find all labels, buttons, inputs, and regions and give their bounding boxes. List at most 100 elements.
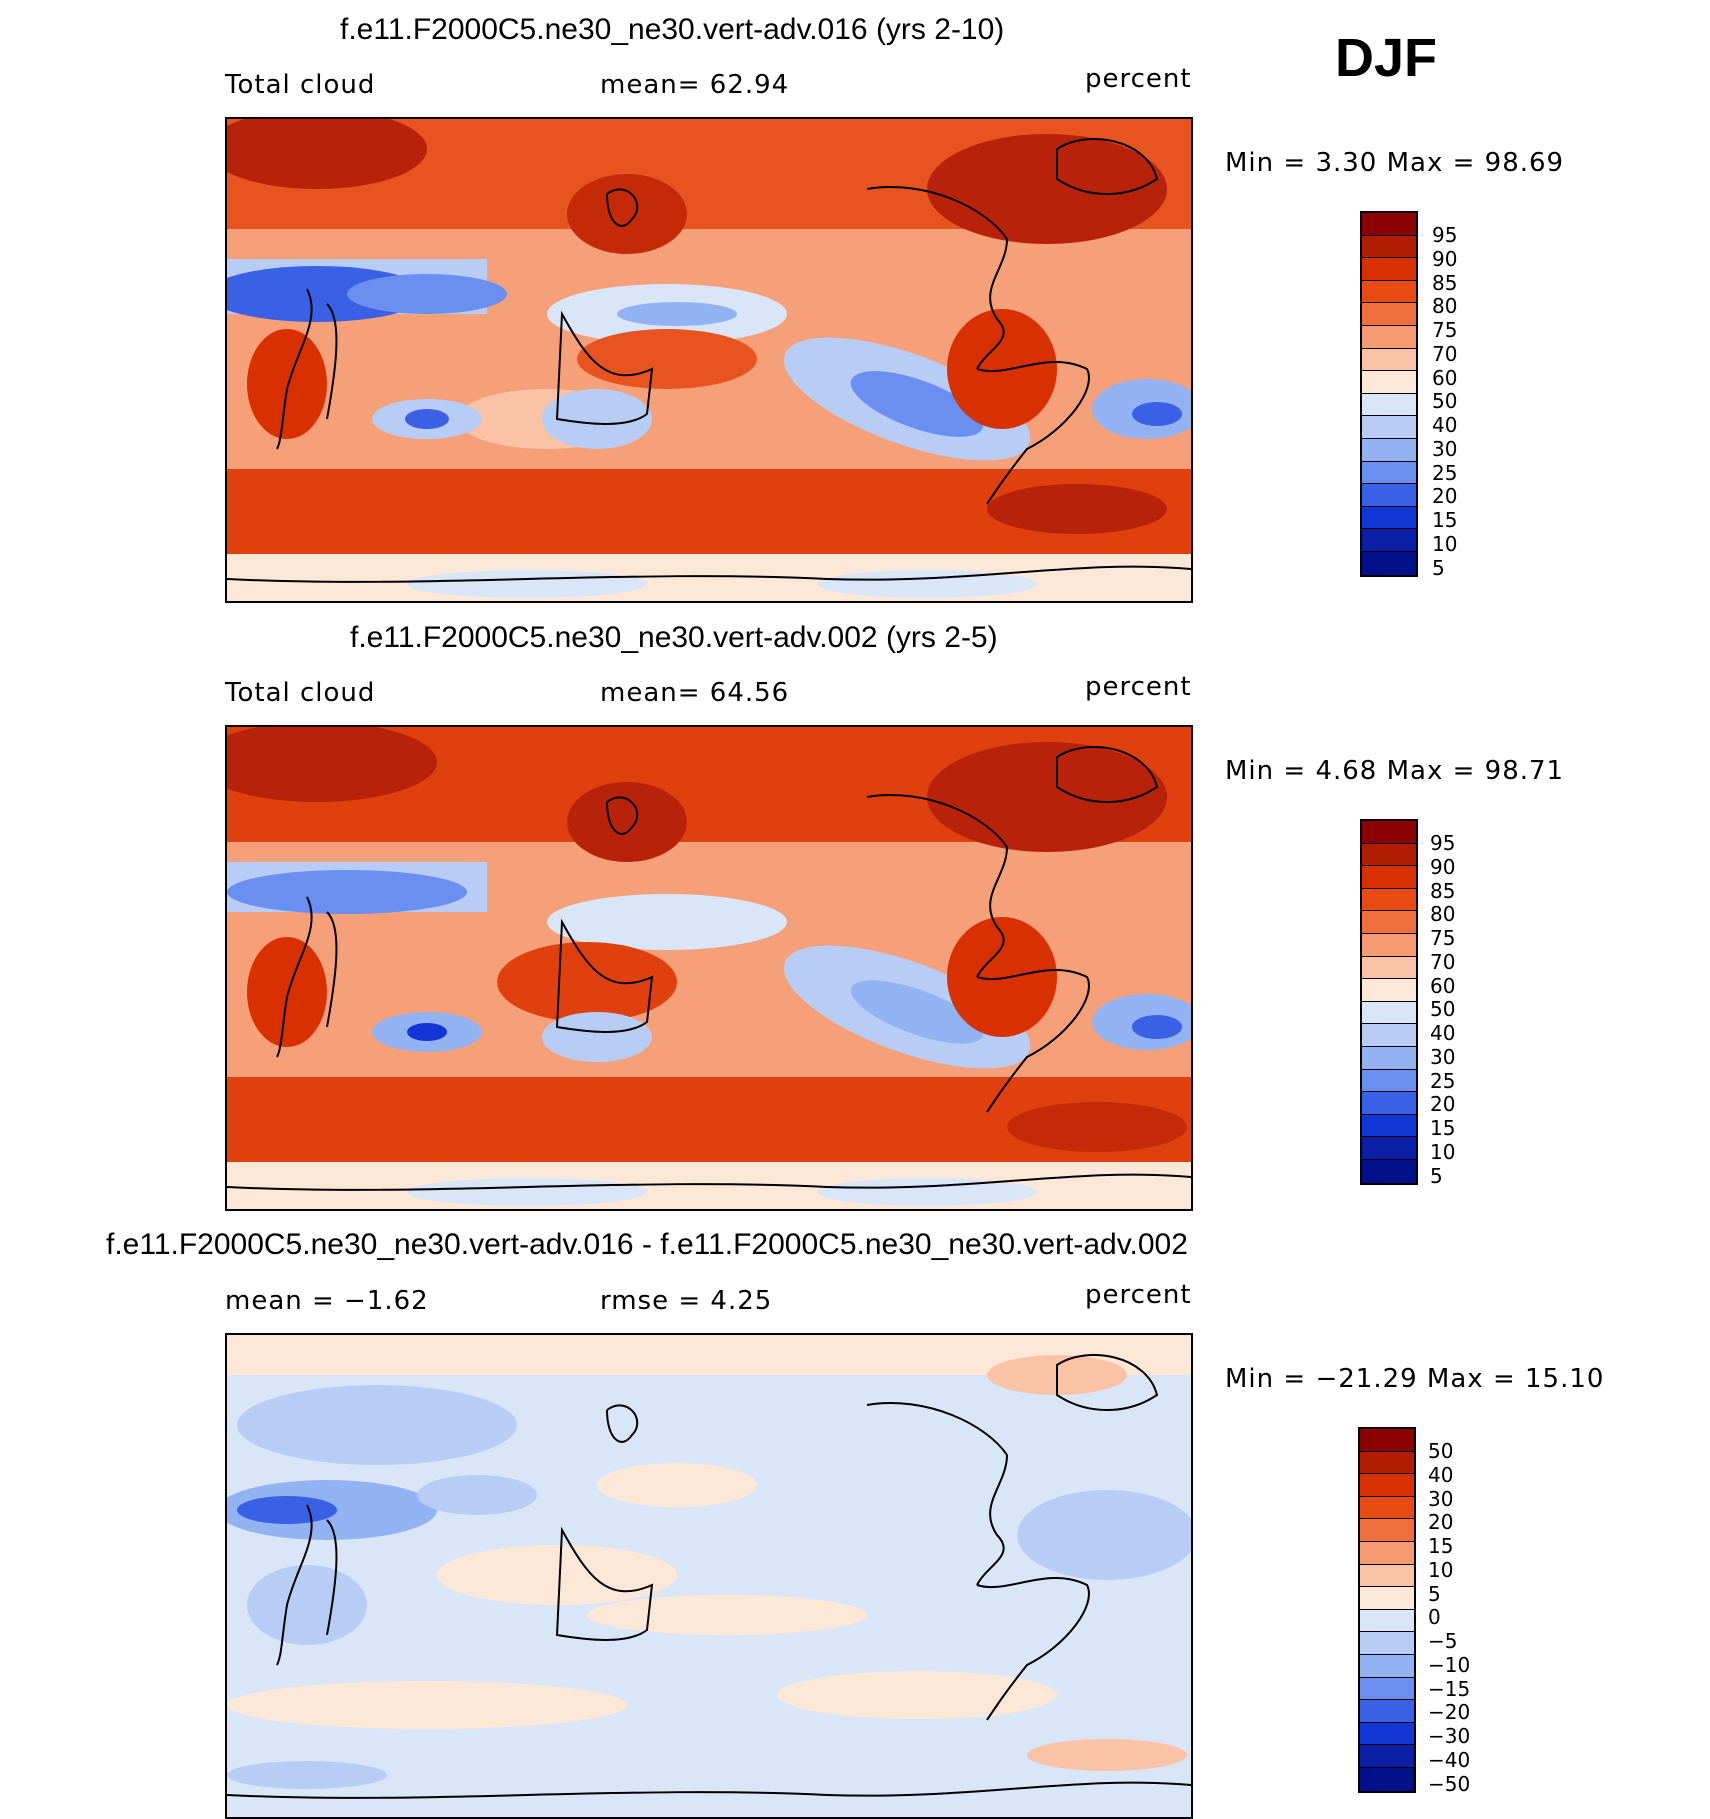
colorbar-tick-label: 25 — [1432, 461, 1458, 485]
colorbar-tick-label: 15 — [1432, 508, 1458, 532]
colorbar-segment — [1362, 1159, 1416, 1183]
colorbar-tick-label: 10 — [1428, 1558, 1454, 1582]
colorbar-tick-label: 20 — [1432, 484, 1458, 508]
panel-2-variable-label: Total cloud — [225, 678, 376, 708]
colorbar-tick-label: 10 — [1432, 532, 1458, 556]
colorbar-segment — [1360, 1767, 1414, 1791]
colorbar-segment — [1362, 1092, 1416, 1115]
colorbar-tick-label: 70 — [1432, 342, 1458, 366]
colorbar-tick-label: 75 — [1432, 318, 1458, 342]
colorbar-segment — [1360, 1677, 1414, 1701]
colorbar-tick-label: 40 — [1432, 413, 1458, 437]
colorbar-tick-label: −5 — [1428, 1629, 1458, 1653]
colorbar-tick-label: 15 — [1428, 1534, 1454, 1558]
colorbar-tick-label: 80 — [1430, 902, 1456, 926]
panel-2-title: f.e11.F2000C5.ne30_ne30.vert-adv.002 (yr… — [350, 621, 998, 654]
panel-3-colorbar — [1358, 1427, 1416, 1793]
panel-1-colorbar — [1360, 211, 1418, 577]
colorbar-segment — [1362, 551, 1416, 575]
colorbar-segment — [1362, 821, 1416, 844]
colorbar-tick-label: 5 — [1430, 1164, 1443, 1188]
panel-3-min-max: Min = −21.29 Max = 15.10 — [1225, 1364, 1605, 1394]
colorbar-tick-label: 20 — [1430, 1092, 1456, 1116]
colorbar-segment — [1362, 348, 1416, 372]
colorbar-segment — [1360, 1564, 1414, 1588]
colorbar-segment — [1362, 1137, 1416, 1160]
colorbar-tick-label: 0 — [1428, 1605, 1441, 1629]
panel-1-units-label: percent — [1085, 64, 1192, 94]
panel-3-title: f.e11.F2000C5.ne30_ne30.vert-adv.016 - f… — [106, 1228, 1188, 1261]
colorbar-segment — [1360, 1722, 1414, 1746]
colorbar-segment — [1362, 866, 1416, 889]
colorbar-segment — [1362, 235, 1416, 259]
colorbar-segment — [1362, 956, 1416, 980]
colorbar-tick-label: 50 — [1432, 389, 1458, 413]
colorbar-tick-label: −10 — [1428, 1653, 1471, 1677]
colorbar-segment — [1362, 1001, 1416, 1025]
colorbar-segment — [1362, 933, 1416, 957]
colorbar-segment — [1360, 1474, 1414, 1497]
colorbar-segment — [1362, 979, 1416, 1002]
colorbar-segment — [1360, 1496, 1414, 1520]
panel-2-mean-label: mean= 64.56 — [600, 678, 790, 708]
colorbar-segment — [1360, 1451, 1414, 1475]
colorbar-segment — [1360, 1700, 1414, 1723]
colorbar-tick-label: 50 — [1430, 997, 1456, 1021]
panel-3-units-label: percent — [1085, 1280, 1192, 1310]
panel-1-mean-label: mean= 62.94 — [600, 70, 790, 100]
colorbar-segment — [1362, 325, 1416, 349]
colorbar-segment — [1362, 1046, 1416, 1070]
colorbar-segment — [1362, 461, 1416, 485]
colorbar-tick-label: 75 — [1430, 926, 1456, 950]
colorbar-tick-label: 60 — [1432, 366, 1458, 390]
colorbar-tick-label: 30 — [1430, 1045, 1456, 1069]
colorbar-tick-label: 90 — [1432, 247, 1458, 271]
colorbar-segment — [1362, 1024, 1416, 1047]
panel-1-cloud-field — [227, 119, 1191, 601]
colorbar-tick-label: 80 — [1432, 294, 1458, 318]
colorbar-tick-label: 50 — [1428, 1439, 1454, 1463]
colorbar-tick-label: 40 — [1430, 1021, 1456, 1045]
colorbar-tick-label: 70 — [1430, 950, 1456, 974]
colorbar-tick-label: 30 — [1428, 1487, 1454, 1511]
colorbar-tick-label: 5 — [1428, 1582, 1441, 1606]
colorbar-tick-label: 85 — [1430, 879, 1456, 903]
panel-3-difference-field — [227, 1335, 1191, 1817]
colorbar-segment — [1362, 438, 1416, 462]
colorbar-segment — [1362, 529, 1416, 552]
colorbar-segment — [1360, 1745, 1414, 1768]
colorbar-tick-label: −20 — [1428, 1700, 1471, 1724]
colorbar-tick-label: 25 — [1430, 1069, 1456, 1093]
colorbar-tick-label: 10 — [1430, 1140, 1456, 1164]
colorbar-segment — [1360, 1609, 1414, 1633]
panel-3-map — [225, 1333, 1193, 1819]
colorbar-tick-label: −50 — [1428, 1772, 1471, 1796]
colorbar-segment — [1360, 1519, 1414, 1542]
colorbar-segment — [1362, 371, 1416, 394]
colorbar-tick-label: 30 — [1432, 437, 1458, 461]
colorbar-segment — [1362, 1069, 1416, 1093]
colorbar-segment — [1362, 506, 1416, 530]
colorbar-segment — [1362, 213, 1416, 236]
panel-1-min-max: Min = 3.30 Max = 98.69 — [1225, 148, 1565, 178]
panel-1-title: f.e11.F2000C5.ne30_ne30.vert-adv.016 (yr… — [340, 13, 1005, 46]
panel-2-colorbar — [1360, 819, 1418, 1185]
colorbar-tick-label: −30 — [1428, 1724, 1471, 1748]
season-label: DJF — [1335, 28, 1438, 88]
colorbar-tick-label: −40 — [1428, 1748, 1471, 1772]
panel-2-units-label: percent — [1085, 672, 1192, 702]
colorbar-segment — [1362, 303, 1416, 326]
colorbar-segment — [1362, 888, 1416, 912]
colorbar-segment — [1362, 1114, 1416, 1138]
colorbar-tick-label: 95 — [1430, 831, 1456, 855]
colorbar-segment — [1362, 416, 1416, 439]
panel-1-variable-label: Total cloud — [225, 70, 376, 100]
panel-1-coast-africa — [276, 288, 313, 450]
colorbar-tick-label: 85 — [1432, 271, 1458, 295]
colorbar-segment — [1362, 911, 1416, 934]
colorbar-segment — [1362, 843, 1416, 867]
colorbar-tick-label: −15 — [1428, 1677, 1471, 1701]
panel-3-mean-label: mean = −1.62 — [225, 1286, 429, 1316]
panel-2-cloud-field — [227, 727, 1191, 1209]
colorbar-segment — [1362, 280, 1416, 304]
